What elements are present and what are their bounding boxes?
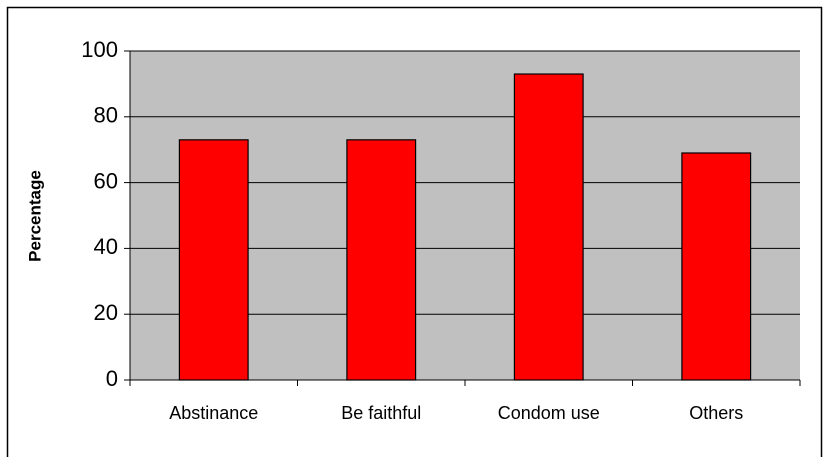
y-tick-label: 60 bbox=[94, 168, 118, 193]
bar bbox=[346, 139, 417, 381]
y-tick-label: 40 bbox=[94, 234, 118, 259]
y-tick-label: 80 bbox=[94, 103, 118, 128]
x-tick-label: Others bbox=[689, 403, 743, 423]
bar bbox=[178, 139, 249, 381]
bar bbox=[681, 152, 752, 381]
x-tick-label: Condom use bbox=[498, 403, 600, 423]
y-tick-label: 20 bbox=[94, 300, 118, 325]
y-tick-label: 100 bbox=[81, 37, 118, 62]
y-tick-label: 0 bbox=[106, 366, 118, 391]
x-tick-label: Abstinance bbox=[169, 403, 258, 423]
x-tick-label: Be faithful bbox=[341, 403, 421, 423]
bar bbox=[513, 73, 584, 381]
y-axis-label: Percentage bbox=[25, 170, 44, 262]
